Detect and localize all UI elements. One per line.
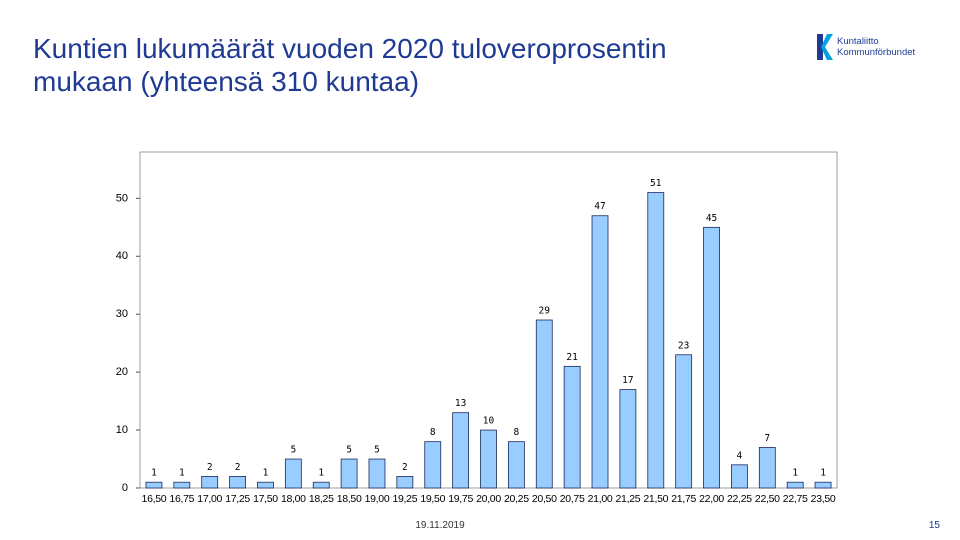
bar [284,458,302,489]
data-label: 17 [622,375,633,386]
bar [535,319,553,489]
bar [424,441,442,489]
y-tick-label: 40 [116,250,128,262]
data-label: 5 [290,445,296,456]
bar [312,481,330,489]
page-number: 15 [928,520,940,531]
data-label: 29 [539,306,551,317]
data-label: 51 [650,178,662,189]
data-label: 1 [318,468,324,479]
logo-mark [817,34,833,60]
x-tick-label: 22,50 [755,493,780,505]
x-tick-label: 21,75 [671,493,696,505]
x-tick-label: 20,50 [532,493,557,505]
bar [758,447,776,489]
bar [229,476,246,489]
x-tick-label: 17,00 [197,493,222,505]
x-tick-label: 18,00 [281,493,306,505]
bar [703,226,720,489]
y-tick-label: 0 [122,482,128,494]
x-tick-label: 22,25 [727,493,752,505]
bar [145,481,163,489]
data-label: 5 [346,445,352,456]
bar [591,215,609,489]
bar [619,389,637,489]
data-label: 47 [594,201,605,212]
x-tick-label: 19,50 [420,493,445,505]
x-tick-label: 20,75 [560,493,585,505]
x-tick-label: 21,00 [588,493,613,505]
footer-date: 19.11.2019 [415,520,465,531]
data-label: 2 [207,462,213,473]
bar [173,481,191,489]
x-tick-label: 18,25 [309,493,334,505]
x-tick-label: 23,50 [811,493,836,505]
x-tick-label: 22,75 [783,493,808,505]
y-tick-label: 50 [116,192,128,204]
x-tick-label: 17,25 [225,493,250,505]
bar [201,476,219,489]
bar [396,476,414,489]
bar [368,458,386,489]
x-tick-label: 16,75 [169,493,194,505]
data-label: 45 [706,213,717,224]
data-label: 21 [566,352,578,363]
bar [480,429,497,489]
bar [814,481,832,489]
x-tick-label: 21,25 [616,493,641,505]
data-label: 4 [737,450,743,461]
x-tick-label: 18,50 [337,493,362,505]
x-tick-label: 22,00 [699,493,724,505]
y-tick-label: 20 [116,366,128,378]
data-label: 8 [430,427,436,438]
logo: Kuntaliitto Kommunförbundet [815,30,945,64]
data-label: 1 [263,468,269,479]
x-tick-label: 19,25 [392,493,417,505]
bar [786,481,804,489]
bar [340,458,358,489]
x-tick-label: 20,25 [504,493,529,505]
x-tick-label: 16,50 [142,493,167,505]
data-label: 10 [483,416,495,427]
logo-text: Kommunförbundet [837,47,916,58]
bar [675,354,693,489]
y-tick-label: 10 [116,424,128,436]
bar [507,441,525,489]
data-label: 1 [179,468,185,479]
bar [452,412,470,489]
chart-title: Kuntien lukumäärät vuoden 2020 tuloverop… [33,33,667,97]
x-tick-label: 20,00 [476,493,501,505]
bar [647,192,665,489]
data-label: 1 [820,468,826,479]
logo-text: Kuntaliitto [837,36,879,47]
x-tick-label: 17,50 [253,493,278,505]
data-label: 5 [374,445,380,456]
x-tick-label: 19,00 [365,493,390,505]
data-label: 1 [792,468,798,479]
data-label: 13 [455,398,466,409]
bar [731,464,748,489]
data-label: 1 [151,468,157,479]
y-tick-label: 30 [116,308,128,320]
x-tick-label: 21,50 [643,493,668,505]
data-label: 7 [764,433,770,444]
bar [257,481,274,489]
x-tick-label: 19,75 [448,493,473,505]
bar [563,365,581,489]
data-label: 2 [402,462,408,473]
data-label: 23 [678,340,689,351]
data-label: 8 [514,427,520,438]
data-label: 2 [235,462,241,473]
